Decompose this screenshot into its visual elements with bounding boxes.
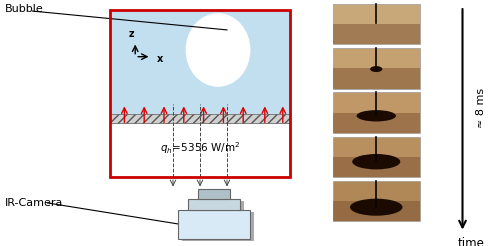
Bar	[110, 114, 290, 123]
Circle shape	[370, 66, 382, 72]
Bar	[110, 10, 290, 114]
Text: x: x	[156, 54, 162, 64]
Bar	[332, 4, 420, 44]
Bar	[332, 68, 420, 89]
Bar	[332, 112, 420, 133]
Bar	[332, 157, 420, 177]
Bar	[332, 137, 420, 177]
Ellipse shape	[186, 13, 250, 87]
Bar	[332, 24, 420, 44]
Bar	[332, 48, 420, 89]
Bar	[332, 201, 420, 221]
Ellipse shape	[350, 199, 403, 216]
Bar	[332, 92, 420, 133]
Bar	[332, 181, 420, 221]
Ellipse shape	[352, 154, 401, 169]
Bar	[192, 201, 244, 212]
Text: ≈ 8 ms: ≈ 8 ms	[476, 88, 486, 128]
Bar	[178, 210, 250, 239]
Text: Bubble: Bubble	[5, 4, 44, 14]
Ellipse shape	[356, 110, 396, 122]
Text: IR-Camera: IR-Camera	[5, 198, 64, 208]
Bar	[188, 199, 240, 210]
Bar	[110, 114, 290, 177]
Text: $q_h\!=\!5356\ \mathrm{W/m^2}$: $q_h\!=\!5356\ \mathrm{W/m^2}$	[160, 140, 240, 156]
Text: z: z	[128, 29, 134, 39]
Bar	[182, 212, 254, 241]
Bar	[198, 189, 230, 199]
Bar	[110, 10, 290, 177]
Text: time: time	[458, 237, 485, 246]
